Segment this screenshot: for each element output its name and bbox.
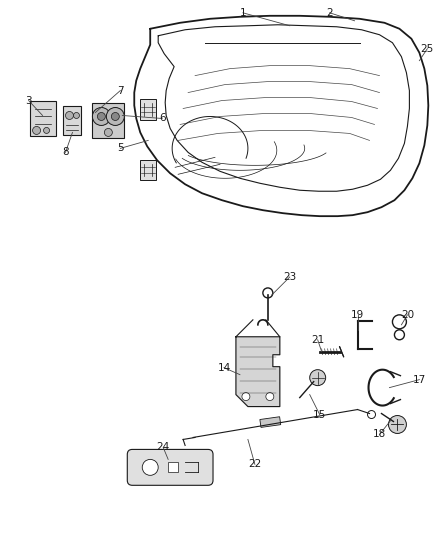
Bar bbox=[140, 160, 156, 180]
Text: 7: 7 bbox=[117, 86, 124, 95]
Circle shape bbox=[310, 370, 326, 385]
Text: 20: 20 bbox=[401, 310, 414, 320]
Text: 15: 15 bbox=[313, 409, 326, 419]
Circle shape bbox=[43, 127, 49, 133]
Circle shape bbox=[32, 126, 41, 134]
Circle shape bbox=[142, 459, 158, 475]
Text: 24: 24 bbox=[156, 442, 170, 453]
Text: 18: 18 bbox=[373, 430, 386, 440]
Bar bbox=[92, 102, 124, 139]
Bar bbox=[140, 99, 156, 120]
Circle shape bbox=[92, 108, 110, 125]
Text: 25: 25 bbox=[421, 44, 434, 54]
Circle shape bbox=[74, 112, 79, 118]
Text: 1: 1 bbox=[240, 8, 246, 18]
Bar bbox=[168, 462, 178, 472]
Circle shape bbox=[97, 112, 106, 120]
Text: 8: 8 bbox=[62, 147, 69, 157]
Text: 2: 2 bbox=[326, 8, 333, 18]
Circle shape bbox=[104, 128, 112, 136]
Text: 14: 14 bbox=[217, 362, 231, 373]
Circle shape bbox=[106, 108, 124, 125]
Bar bbox=[260, 417, 281, 427]
FancyBboxPatch shape bbox=[127, 449, 213, 486]
Text: 22: 22 bbox=[248, 459, 261, 470]
Circle shape bbox=[66, 111, 74, 119]
Circle shape bbox=[389, 416, 406, 433]
Text: 5: 5 bbox=[117, 143, 124, 154]
Text: 17: 17 bbox=[413, 375, 426, 385]
Circle shape bbox=[111, 112, 119, 120]
Polygon shape bbox=[30, 101, 56, 136]
Text: 23: 23 bbox=[283, 272, 297, 282]
Circle shape bbox=[266, 393, 274, 401]
Text: 3: 3 bbox=[25, 95, 32, 106]
Bar bbox=[64, 106, 81, 135]
Text: 19: 19 bbox=[351, 310, 364, 320]
Polygon shape bbox=[236, 337, 280, 407]
Text: 6: 6 bbox=[159, 114, 166, 124]
Text: 21: 21 bbox=[311, 335, 324, 345]
Circle shape bbox=[242, 393, 250, 401]
